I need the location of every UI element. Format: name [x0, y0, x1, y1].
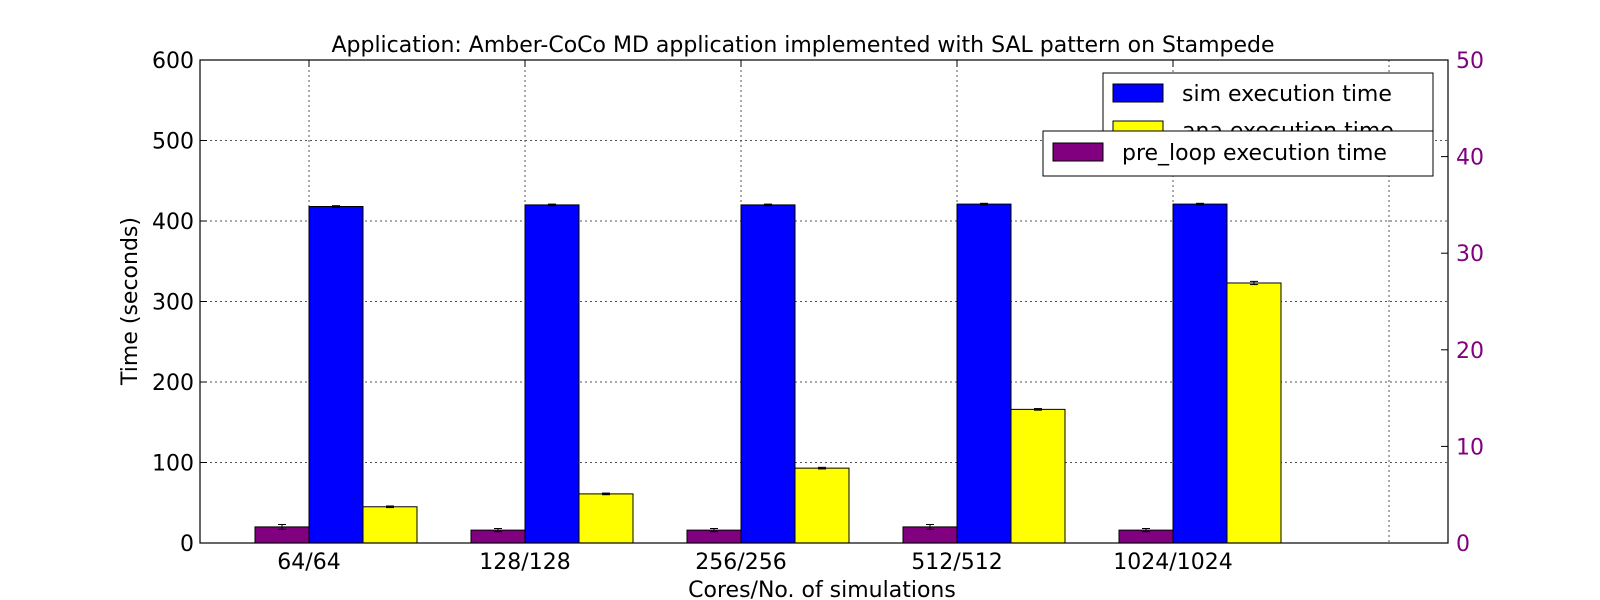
x-tick-label: 256/256 — [695, 550, 786, 575]
y-tick-label: 600 — [152, 49, 194, 74]
bar-ana-execution-time — [794, 467, 850, 544]
x-axis-label: Cores/No. of simulations — [688, 578, 956, 600]
bar-sim-execution-time — [956, 203, 1012, 544]
legend-swatch-sim — [1112, 83, 1164, 103]
axis-ticks: 0 100 200 300 400 500 600 0 10 20 30 40 50 64/64 128/1… — [152, 49, 1484, 575]
bar-ana-execution-time — [1226, 282, 1282, 544]
y-tick-label: 400 — [152, 210, 194, 235]
bars — [254, 202, 1282, 544]
bar-sim-execution-time — [740, 204, 796, 544]
bar-ana-execution-time — [362, 506, 418, 544]
y-tick-label: 0 — [180, 532, 194, 557]
x-tick-label: 1024/1024 — [1113, 550, 1232, 575]
y2-tick-label: 20 — [1456, 339, 1484, 364]
y-tick-label: 200 — [152, 371, 194, 396]
legend-swatch-pre-loop — [1052, 142, 1104, 162]
y2-tick-label: 0 — [1456, 532, 1470, 557]
legend-label-pre-loop: pre_loop execution time — [1122, 141, 1387, 166]
chart-title: Application: Amber-CoCo MD application i… — [331, 33, 1274, 58]
y-tick-label: 100 — [152, 452, 194, 477]
bar-ana-execution-time — [1010, 408, 1066, 544]
bar-ana-execution-time — [578, 493, 634, 544]
legend-lower: pre_loop execution time — [1042, 130, 1434, 177]
x-tick-label: 512/512 — [911, 550, 1002, 575]
y2-tick-label: 40 — [1456, 146, 1484, 171]
y-tick-label: 500 — [152, 130, 194, 155]
y-tick-label: 300 — [152, 291, 194, 316]
y-axis-label: Time (seconds) — [118, 217, 143, 386]
bar-sim-execution-time — [524, 204, 580, 544]
y2-tick-label: 10 — [1456, 435, 1484, 460]
bar-sim-execution-time — [308, 206, 364, 544]
x-tick-label: 128/128 — [479, 550, 570, 575]
y2-tick-label: 30 — [1456, 242, 1484, 267]
x-tick-label: 64/64 — [277, 550, 340, 575]
y2-tick-label: 50 — [1456, 49, 1484, 74]
bar-sim-execution-time — [1172, 203, 1228, 544]
legend-label-sim: sim execution time — [1182, 82, 1392, 107]
